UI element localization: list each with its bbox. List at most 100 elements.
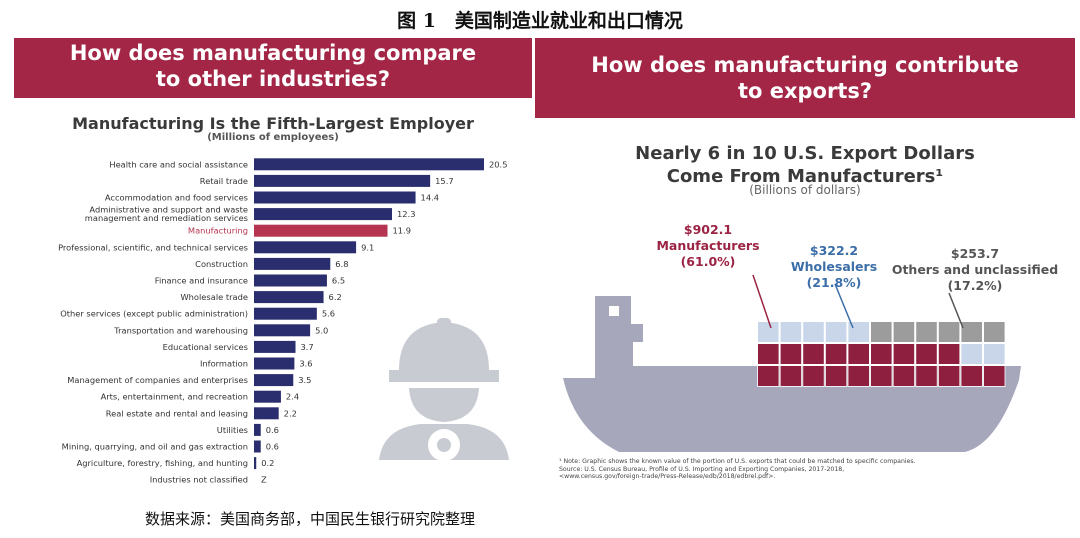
container-manufacturers — [847, 343, 870, 365]
employment-panel: How does manufacturing compare to other … — [14, 38, 532, 488]
bar-accommodation-and-food-services — [254, 191, 416, 204]
worker-face-shape — [409, 388, 479, 422]
employment-banner-line1: How does manufacturing compare — [69, 41, 477, 65]
container-manufacturers — [779, 343, 802, 365]
manufacturers-callout: $902.1 Manufacturers (61.0%) — [653, 222, 763, 270]
value-label-mining-quarrying-and-oil-and-gas-extraction: 0.6 — [266, 442, 279, 452]
wholesalers-name: Wholesalers — [790, 259, 878, 274]
category-label-industries-not-classified: Industries not classified — [150, 475, 248, 485]
bar-administrative-and-support-and-waste — [254, 208, 392, 221]
category-label-arts-entertainment-and-recreation: Arts, entertainment, and recreation — [101, 392, 248, 402]
employment-chart-title: Manufacturing Is the Fifth-Largest Emplo… — [72, 114, 474, 133]
manufacturers-share: (61.0%) — [680, 254, 736, 269]
value-label-real-estate-and-rental-and-leasing: 2.2 — [284, 408, 297, 418]
container-manufacturers — [915, 365, 938, 387]
container-wholesalers — [757, 321, 780, 343]
gear-hub-shape — [437, 438, 451, 452]
hat-ridge-shape — [437, 318, 451, 348]
bar-health-care-and-social-assistance — [254, 158, 484, 171]
container-others — [870, 321, 893, 343]
container-manufacturers — [937, 343, 961, 365]
hard-hat-shape — [389, 322, 499, 382]
value-label-information: 3.6 — [299, 359, 312, 369]
bar-transportation-and-warehousing — [254, 324, 311, 337]
category-label-administrative-and-support-and-waste: Administrative and support and waste mana… — [85, 205, 248, 224]
employment-banner: How does manufacturing compare to other … — [14, 38, 532, 98]
container-others — [937, 321, 961, 343]
container-manufacturers — [802, 365, 825, 387]
container-manufacturers — [915, 343, 938, 365]
exports-chart-title-line2: Come From Manufacturers¹ — [666, 166, 944, 187]
container-manufacturers — [870, 365, 893, 387]
category-label-transportation-and-warehousing: Transportation and warehousing — [113, 325, 248, 335]
footnote-note: ¹ Note: Graphic shows the known value of… — [559, 458, 916, 465]
bar-wholesale-trade — [254, 291, 324, 304]
category-label-construction: Construction — [195, 259, 248, 269]
category-label-real-estate-and-rental-and-leasing: Real estate and rental and leasing — [106, 408, 248, 418]
manufacturers-leader-line — [752, 274, 772, 329]
footnote-url: <www.census.gov/foreign-trade/Press-Rele… — [559, 473, 776, 481]
container-wholesalers — [960, 343, 983, 365]
wholesalers-leader-line — [834, 283, 854, 329]
container-manufacturers — [892, 365, 916, 387]
ship-window-shape — [609, 306, 619, 316]
value-label-professional-scientific-and-technical-services: 9.1 — [361, 242, 374, 252]
container-manufacturers — [757, 343, 780, 365]
container-wholesalers — [983, 343, 1006, 365]
category-label-health-care-and-social-assistance: Health care and social assistance — [109, 159, 248, 169]
container-manufacturers — [802, 343, 825, 365]
category-label-educational-services: Educational services — [163, 342, 248, 352]
container-manufacturers — [779, 365, 802, 387]
value-label-administrative-and-support-and-waste: 12.3 — [397, 209, 415, 219]
manufacturers-name: Manufacturers — [656, 238, 760, 253]
container-manufacturers — [824, 365, 848, 387]
container-others — [983, 321, 1006, 343]
bar-construction — [254, 257, 331, 270]
category-label-retail-trade: Retail trade — [200, 176, 248, 186]
category-label-accommodation-and-food-services: Accommodation and food services — [105, 193, 248, 203]
container-manufacturers — [983, 365, 1006, 387]
value-label-educational-services: 3.7 — [301, 342, 314, 352]
value-label-other-services-except-public-administration: 5.6 — [322, 309, 335, 319]
bar-information — [254, 357, 295, 370]
value-label-construction: 6.8 — [335, 259, 348, 269]
bar-utilities — [254, 423, 261, 436]
bar-agriculture-forestry-fishing-and-hunting — [254, 457, 257, 470]
container-manufacturers — [937, 365, 961, 387]
value-label-utilities: 0.6 — [266, 425, 279, 435]
container-manufacturers — [847, 365, 870, 387]
bar-other-services-except-public-administration — [254, 307, 317, 320]
container-manufacturers — [870, 343, 893, 365]
container-wholesalers — [802, 321, 825, 343]
others-share: (17.2%) — [947, 278, 1003, 293]
bar-retail-trade — [254, 174, 431, 187]
container-others — [960, 321, 983, 343]
category-label-information: Information — [200, 359, 248, 369]
bar-management-of-companies-and-enterprises — [254, 374, 294, 387]
worker-gear-icon — [379, 318, 509, 460]
bar-mining-quarrying-and-oil-and-gas-extraction — [254, 440, 261, 453]
category-label-professional-scientific-and-technical-services: Professional, scientific, and technical … — [58, 242, 248, 252]
wholesalers-share: (21.8%) — [806, 275, 862, 290]
employment-bar-chart: Health care and social assistance 20.5 Ret… — [58, 158, 507, 485]
exports-chart-title-line1: Nearly 6 in 10 U.S. Export Dollars — [635, 143, 975, 164]
value-label-management-of-companies-and-enterprises: 3.5 — [298, 375, 311, 385]
exports-footnote: ¹ Note: Graphic shows the known value of… — [559, 458, 1059, 481]
value-label-retail-trade: 15.7 — [435, 176, 453, 186]
exports-chart-title: Nearly 6 in 10 U.S. Export Dollars Come F… — [535, 142, 1075, 188]
value-label-agriculture-forestry-fishing-and-hunting: 0.2 — [261, 458, 274, 468]
category-label-mining-quarrying-and-oil-and-gas-extraction: Mining, quarrying, and oil and gas extra… — [62, 442, 248, 452]
bar-arts-entertainment-and-recreation — [254, 390, 281, 403]
bar-manufacturing — [254, 224, 388, 237]
category-label-agriculture-forestry-fishing-and-hunting: Agriculture, forestry, fishing, and hunt… — [77, 458, 248, 468]
container-manufacturers — [824, 343, 848, 365]
value-label-accommodation-and-food-services: 14.4 — [421, 193, 439, 203]
wholesalers-callout: $322.2 Wholesalers (21.8%) — [779, 243, 889, 291]
value-label-transportation-and-warehousing: 5.0 — [315, 325, 328, 335]
employment-banner-line2: to other industries? — [155, 67, 391, 91]
container-others — [892, 321, 916, 343]
exports-panel: How does manufacturing contribute to exp… — [535, 38, 1075, 488]
container-others — [915, 321, 938, 343]
footnote-source: Source: U.S. Census Bureau, Profile of U… — [559, 465, 845, 473]
category-label-finance-and-insurance: Finance and insurance — [155, 276, 248, 286]
